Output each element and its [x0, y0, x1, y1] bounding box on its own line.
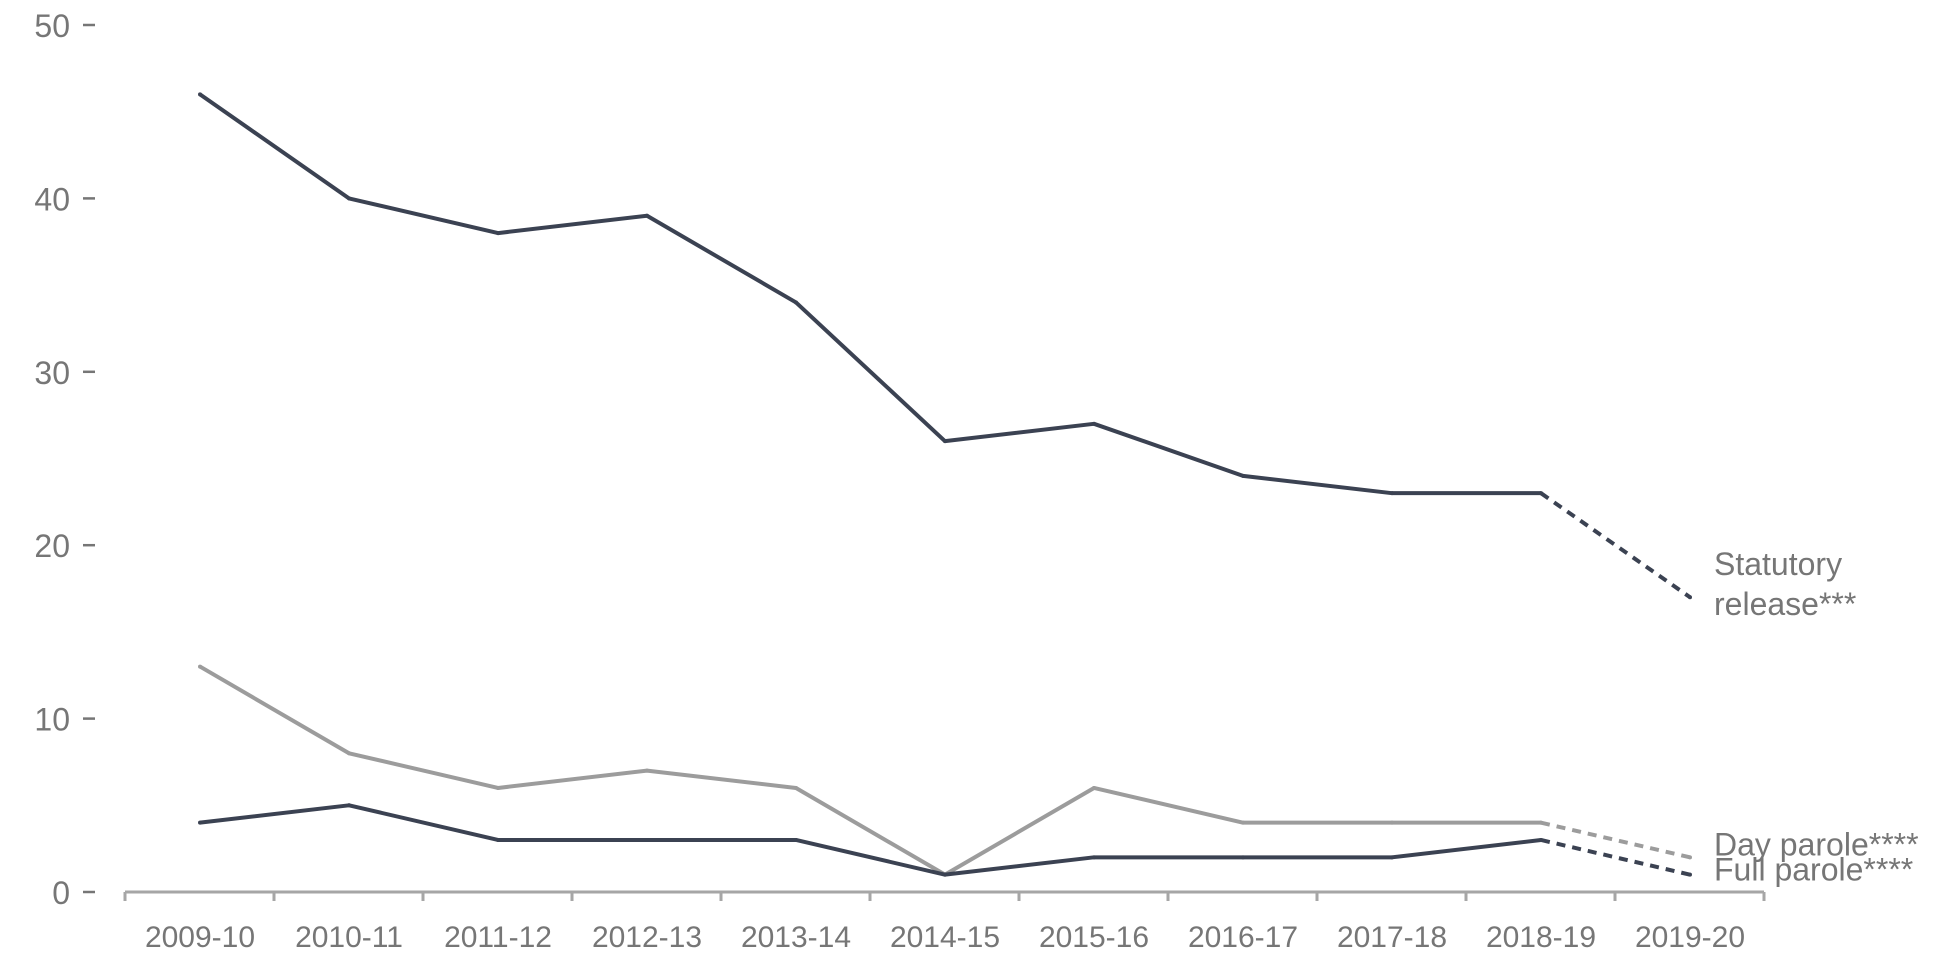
- data-point: [198, 820, 202, 825]
- data-point: [1390, 491, 1394, 496]
- x-tick-label: 2012-13: [592, 921, 702, 954]
- data-point: [496, 837, 500, 842]
- x-tick-label: 2016-17: [1188, 921, 1298, 954]
- x-tick-label: 2009-10: [145, 921, 255, 954]
- series-full-parole: Full parole****: [198, 803, 1913, 888]
- data-point: [1539, 491, 1543, 496]
- series-line: [198, 92, 1541, 496]
- data-point: [1092, 855, 1096, 860]
- y-tick-label: 50: [34, 8, 70, 44]
- data-point: [198, 92, 202, 97]
- data-point: [347, 196, 351, 201]
- series-label: Statutory: [1714, 546, 1842, 582]
- y-tick-label: 40: [34, 181, 70, 217]
- data-point: [1390, 855, 1394, 860]
- data-point: [794, 837, 798, 842]
- series-label: Full parole****: [1714, 852, 1913, 888]
- y-tick-label: 20: [34, 528, 70, 564]
- x-tick-label: 2018-19: [1486, 921, 1596, 954]
- data-point: [1241, 473, 1245, 478]
- x-tick-label: 2014-15: [890, 921, 1000, 954]
- data-point: [943, 872, 947, 877]
- series-label: Day parole****: [1714, 826, 1919, 862]
- data-point: [794, 785, 798, 790]
- data-point: [1688, 872, 1692, 877]
- data-point: [198, 664, 202, 669]
- data-point: [794, 300, 798, 305]
- y-tick-label: 30: [34, 355, 70, 391]
- data-point: [943, 439, 947, 444]
- data-point: [645, 213, 649, 218]
- x-tick-label: 2015-16: [1039, 921, 1149, 954]
- x-tick-label: 2013-14: [741, 921, 851, 954]
- y-tick-label: 10: [34, 702, 70, 738]
- series-projection-line: [1540, 838, 1691, 877]
- series-statutory-release: Statutory release***: [198, 92, 1856, 622]
- series-projection-line: [1540, 820, 1691, 860]
- x-tick-label: 2011-12: [444, 921, 552, 954]
- data-point: [1241, 820, 1245, 825]
- data-point: [1688, 595, 1692, 600]
- data-point: [347, 751, 351, 756]
- x-tick-label: 2017-18: [1337, 921, 1447, 954]
- y-tick-label: 0: [52, 875, 70, 911]
- data-point: [1539, 837, 1543, 842]
- data-point: [347, 803, 351, 808]
- data-point: [1688, 855, 1692, 860]
- series-line: [198, 664, 1541, 877]
- data-point: [1092, 785, 1096, 790]
- x-tick-label: 2019-20: [1635, 921, 1745, 954]
- data-point: [496, 231, 500, 236]
- data-point: [1539, 820, 1543, 825]
- series-day-parole: Day parole****: [198, 664, 1919, 877]
- series-projection-line: [1539, 491, 1692, 599]
- data-point: [1390, 820, 1394, 825]
- data-point: [496, 785, 500, 790]
- series-label: release***: [1714, 586, 1856, 622]
- series-line: [199, 803, 1542, 877]
- data-point: [645, 768, 649, 773]
- data-point: [1241, 855, 1245, 860]
- data-point: [1092, 421, 1096, 426]
- x-tick-label: 2010-11: [295, 921, 403, 954]
- data-point: [645, 837, 649, 842]
